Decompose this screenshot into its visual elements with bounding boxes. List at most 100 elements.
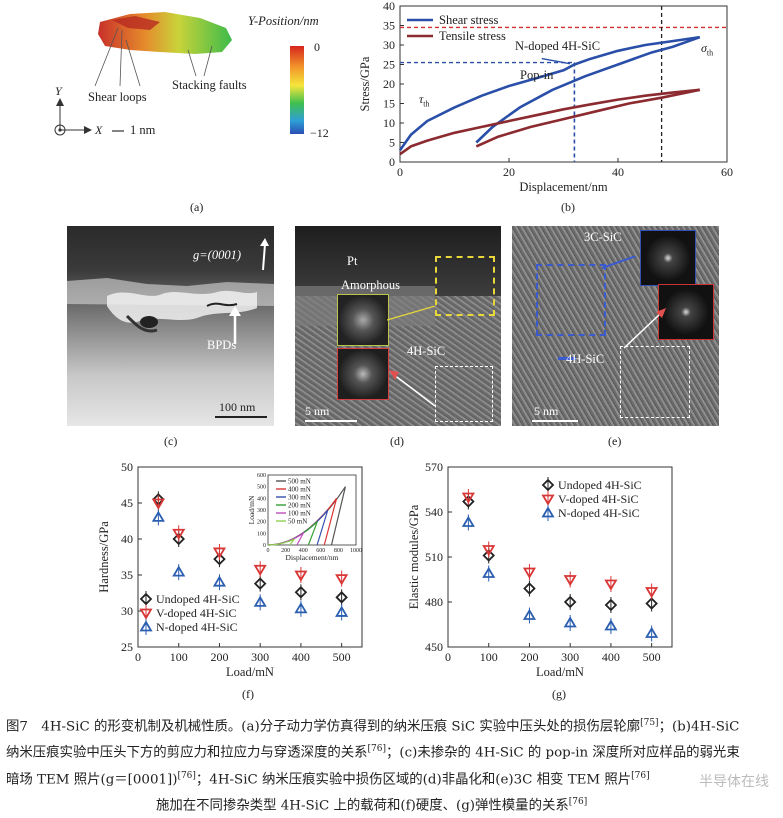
- panel-d-tem-image: Pt Amorphous 4H-SiC 5 nm: [295, 226, 501, 426]
- popin-label: Pop-in: [520, 68, 554, 82]
- panel-a-letter: (a): [190, 200, 204, 214]
- legend-label: N-doped 4H-SiC: [558, 506, 640, 520]
- panel-e-letter: (e): [608, 434, 622, 448]
- x-tick-label: 40: [612, 165, 624, 179]
- panel-a: Y-Position/nm 0 −12 Shear loops Stacking…: [0, 0, 390, 220]
- popin-arrow: [541, 57, 571, 65]
- g-vector-label: g=(0001): [193, 248, 242, 262]
- caption-line-2: 纳米压痕实验中压头下方的剪应力和拉应力与穿透深度的关系[76]；(c)未掺杂的 …: [6, 744, 740, 761]
- inset-legend-label: 200 mN: [288, 502, 311, 510]
- scale-bar-label: 100 nm: [219, 400, 256, 414]
- inset-y-tick-label: 600: [257, 473, 266, 479]
- y-tick-label: 480: [425, 595, 443, 609]
- legend-label: N-doped 4H-SiC: [156, 620, 238, 634]
- stress-displacement-chart: 0 20 40 60 0 5 10 15 20 25 30 35 40 Displacement/nm St…: [358, 0, 733, 194]
- y-tick-label: 5: [389, 136, 395, 150]
- bpd-label: BPDs: [207, 338, 237, 352]
- legend-label: V-doped 4H-SiC: [558, 492, 639, 506]
- plot-frame: [137, 466, 363, 648]
- elastic-modulus-chart: 0 100 200 300 400 500 450 480 510 540 570 Load/mN El…: [407, 460, 673, 679]
- x-tick-label: 200: [520, 650, 538, 664]
- 3c-sic-label: 3C-SiC: [584, 230, 622, 244]
- hardness-chart: 0 100 200 300 400 500 25 30 35 40 45 50 Load/mN Hardn…: [97, 460, 363, 679]
- pt-label: Pt: [347, 254, 358, 268]
- y-tick-label: 40: [121, 532, 133, 546]
- inset-y-tick-label: 300: [257, 508, 266, 514]
- x-tick-label: 0: [397, 165, 403, 179]
- inset-legend-label: 400 mN: [288, 486, 311, 494]
- x-tick-label: 500: [643, 650, 661, 664]
- roi-3c: [536, 264, 606, 336]
- x-tick-label: 20: [503, 165, 515, 179]
- fft-crystal: [337, 348, 389, 400]
- series-line: [398, 35, 700, 152]
- inset-x-tick-label: 600: [316, 548, 325, 554]
- tau-th-label: τth: [419, 92, 430, 109]
- x-axis-label: Load/mN: [226, 665, 274, 679]
- panel-a-title: Y-Position/nm: [248, 14, 319, 28]
- y-tick-label: 15: [383, 97, 395, 111]
- bpd-arrow: [229, 306, 241, 344]
- x-tick-label: 500: [333, 650, 351, 664]
- 4h-sic-pointer: [558, 357, 576, 360]
- y-tick-label: 50: [121, 460, 133, 474]
- panel-a-graphic: [54, 12, 304, 136]
- axis-y-label: Y: [55, 84, 62, 98]
- x-axis-label: Load/mN: [536, 665, 584, 679]
- inset-x-tick-label: 800: [334, 548, 343, 554]
- x-tick-label: 0: [445, 650, 451, 664]
- panel-d-letter: (d): [390, 434, 404, 448]
- axis-x-label: X: [95, 123, 103, 137]
- series-line: [475, 35, 701, 144]
- y-tick-label: 510: [425, 550, 443, 564]
- shear-loops-label: Shear loops: [88, 90, 147, 104]
- scale-bar-e: [532, 420, 578, 422]
- inset-legend-label: 100 mN: [288, 510, 311, 518]
- inset-frame: [267, 474, 357, 546]
- inset-x-tick-label: 400: [299, 548, 308, 554]
- inset-y-tick-label: 200: [257, 520, 266, 526]
- series-line: [399, 88, 700, 156]
- scale-label-e: 5 nm: [534, 404, 559, 418]
- inset-y-label: Load/mN: [247, 495, 256, 524]
- x-tick-label: 60: [721, 165, 733, 179]
- panel-g-letter: (g): [552, 687, 566, 701]
- x-tick-label: 100: [480, 650, 498, 664]
- y-tick-label: 30: [383, 38, 395, 52]
- series-line: [475, 88, 701, 148]
- y-tick-label: 35: [121, 568, 133, 582]
- sic-label-e: 4H-SiC: [566, 352, 605, 366]
- inset-y-tick-label: 100: [257, 531, 266, 537]
- inset-legend-label: 300 mN: [288, 494, 311, 502]
- y-tick-label: 570: [425, 460, 443, 474]
- colorbar-max: 0: [314, 40, 320, 54]
- caption-line-3: 暗场 TEM 照片(g＝[0001])[76]；4H-SiC 纳米压痕实验中损伤…: [6, 770, 650, 788]
- legend-label: Undoped 4H-SiC: [558, 478, 642, 492]
- y-tick-label: 45: [121, 496, 133, 510]
- x-tick-label: 0: [135, 650, 141, 664]
- x-tick-label: 200: [210, 650, 228, 664]
- damage-layer-front: [112, 16, 160, 30]
- caption-line-4: 施加在不同掺杂类型 4H-SiC 上的载荷和(f)硬度、(g)弹性模量的关系[7…: [156, 797, 588, 814]
- y-tick-label: 40: [383, 0, 395, 13]
- g-vector-arrow: [260, 238, 269, 271]
- scale-bar: [215, 416, 267, 418]
- y-tick-label: 0: [389, 155, 395, 169]
- inset-legend-label: 50 mN: [288, 518, 307, 526]
- legend-label: Tensile stress: [439, 29, 506, 43]
- inset-x-tick-label: 1000: [350, 548, 362, 554]
- roi-pointers: [387, 306, 436, 407]
- y-tick-label: 540: [425, 505, 443, 519]
- x-tick-label: 100: [170, 650, 188, 664]
- legend-label: V-doped 4H-SiC: [156, 606, 237, 620]
- panel-f-letter: (f): [242, 687, 254, 701]
- inset-y-tick-label: 0: [263, 543, 266, 549]
- x-tick-label: 300: [251, 650, 269, 664]
- y-tick-label: 450: [425, 640, 443, 654]
- pt-layer: [295, 226, 501, 296]
- legend-label: Undoped 4H-SiC: [156, 592, 240, 606]
- sigma-th-label: σth: [701, 41, 714, 58]
- inset-x-label: Displacement/nm: [286, 553, 339, 562]
- amorphous-label: Amorphous: [341, 278, 401, 292]
- x-tick-label: 400: [292, 650, 310, 664]
